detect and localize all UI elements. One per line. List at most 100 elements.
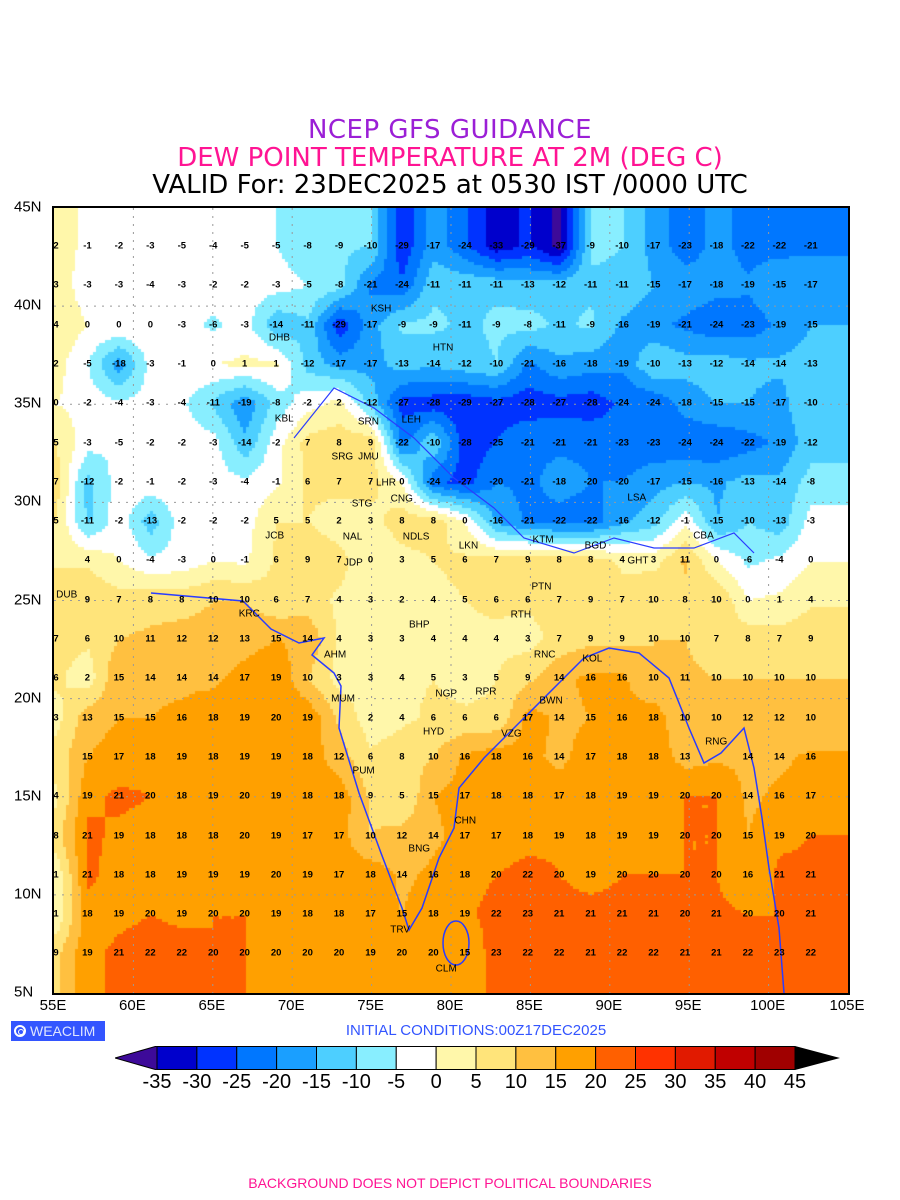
grid-value: 5 xyxy=(399,790,405,802)
coastline xyxy=(150,592,785,993)
grid-value: 21 xyxy=(774,869,785,881)
grid-value: 17 xyxy=(491,830,502,841)
grid-value: 18 xyxy=(491,751,502,763)
grid-value: 9 xyxy=(587,633,594,645)
station-label: KSH xyxy=(370,303,392,315)
grid-value: -13 xyxy=(803,358,818,370)
grid-value: 20 xyxy=(711,869,722,881)
grid-value: 12 xyxy=(207,633,219,645)
grid-value: 17 xyxy=(585,751,596,763)
grid-value: 7 xyxy=(367,476,374,488)
grid-value: 2 xyxy=(53,358,59,370)
colorbar-label: 20 xyxy=(584,1071,607,1093)
grid-value: -10 xyxy=(803,397,818,409)
grid-value: 18 xyxy=(302,751,313,763)
grid-value: -12 xyxy=(646,515,661,527)
grid-value: 13 xyxy=(679,751,691,763)
grid-value: 3 xyxy=(53,712,59,724)
grid-value: 18 xyxy=(333,790,345,802)
grid-value: -21 xyxy=(520,476,535,488)
colorbar-label: 10 xyxy=(504,1071,527,1093)
grid-value: 17 xyxy=(459,830,471,841)
grid-value: 17 xyxy=(302,830,313,841)
grid-value: 19 xyxy=(648,830,659,841)
grid-value: 3 xyxy=(367,672,374,684)
grid-value: 9 xyxy=(84,594,91,606)
station-label: NGP xyxy=(435,688,458,700)
grid-value: 15 xyxy=(113,672,125,684)
grid-value: 20 xyxy=(805,830,817,841)
grid-value: -14 xyxy=(269,319,284,331)
grid-value: -29 xyxy=(395,240,409,252)
grid-value: 10 xyxy=(239,594,250,606)
grid-value: 13 xyxy=(239,633,250,645)
grid-value: 11 xyxy=(679,672,691,684)
grid-value: 18 xyxy=(145,830,156,841)
grid-value: 22 xyxy=(145,947,156,959)
grid-value: -27 xyxy=(552,397,567,409)
colorbar-label: 0 xyxy=(430,1071,442,1093)
grid-value: -2 xyxy=(114,476,124,488)
grid-value: -3 xyxy=(146,397,155,409)
grid-value: -17 xyxy=(332,358,346,370)
title-variable: DEW POINT TEMPERATURE AT 2M (DEG C) xyxy=(177,143,723,173)
grid-value: -17 xyxy=(772,397,787,409)
grid-value: 4 xyxy=(399,712,405,724)
grid-value: 16 xyxy=(176,712,188,724)
grid-value: 4 xyxy=(430,633,437,645)
grid-value: -28 xyxy=(520,397,535,409)
grid-value: 10 xyxy=(365,830,376,841)
grid-value: -12 xyxy=(363,397,378,409)
grid-value: 0 xyxy=(210,554,216,566)
grid-value: -3 xyxy=(240,319,249,331)
colorbar-label: -15 xyxy=(302,1071,331,1093)
grid-value: -21 xyxy=(583,437,598,448)
grid-value: -18 xyxy=(552,476,567,488)
grid-value: 2 xyxy=(336,397,342,409)
title-valid-time: VALID For: 23DEC2025 at 0530 IST /0000 U… xyxy=(152,170,748,200)
grid-value: 3 xyxy=(525,633,531,645)
grid-value: 8 xyxy=(745,633,751,645)
colorbar-label: 45 xyxy=(783,1071,807,1093)
grid-value: -21 xyxy=(363,279,378,291)
grid-value: 6 xyxy=(367,751,374,763)
grid-value: 21 xyxy=(585,947,596,959)
grid-value: 20 xyxy=(270,712,282,724)
grid-value: 20 xyxy=(207,908,219,920)
grid-value: 10 xyxy=(805,672,817,684)
grid-value: 21 xyxy=(805,869,817,881)
grid-value: 20 xyxy=(428,947,439,959)
colorbar-label: 40 xyxy=(744,1071,767,1093)
grid-value: 22 xyxy=(522,869,534,881)
grid-value: 3 xyxy=(367,633,374,645)
grid-value: -9 xyxy=(586,240,595,252)
grid-value: -21 xyxy=(520,358,535,370)
station-label: CLM xyxy=(435,963,457,975)
grid-value: 5 xyxy=(430,672,437,684)
grid-value: 21 xyxy=(113,790,125,802)
grid-value: 21 xyxy=(82,830,93,841)
grid-value: 21 xyxy=(553,908,565,920)
grid-value: -20 xyxy=(489,476,504,488)
grid-value: 5 xyxy=(493,672,499,684)
grid-value: 16 xyxy=(428,869,439,881)
grid-value: 20 xyxy=(679,790,691,802)
colorbar-swatch xyxy=(555,1046,597,1070)
grid-value: -22 xyxy=(772,240,787,252)
grid-value: -21 xyxy=(803,240,818,252)
grid-value: -21 xyxy=(678,319,692,331)
grid-value: -11 xyxy=(300,319,315,331)
grid-value: 0 xyxy=(84,319,91,331)
grid-value: -17 xyxy=(646,476,661,488)
colorbar-label: 15 xyxy=(544,1071,567,1093)
grid-value: 8 xyxy=(399,751,405,763)
station-label: LKN xyxy=(458,540,479,552)
grid-value: 3 xyxy=(462,672,468,684)
grid-value: -11 xyxy=(206,397,220,409)
grid-value: -14 xyxy=(426,358,441,370)
grid-value: -5 xyxy=(177,240,187,252)
grid-value: -19 xyxy=(237,397,252,409)
grid-value: -29 xyxy=(457,397,472,409)
grid-value: -22 xyxy=(741,437,755,448)
longitude-label: 80E xyxy=(436,997,464,1014)
